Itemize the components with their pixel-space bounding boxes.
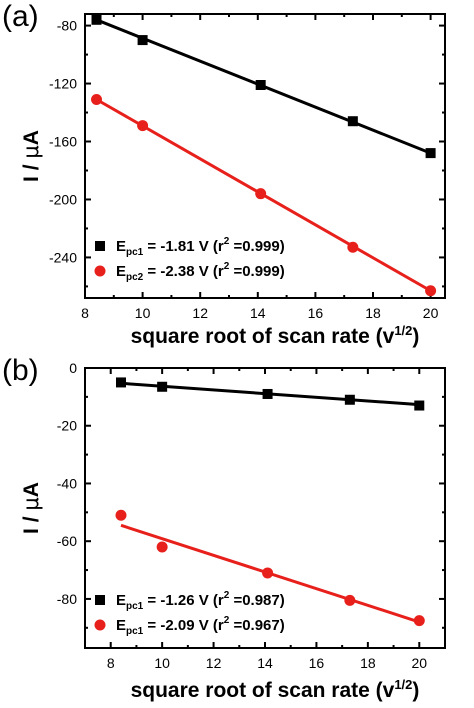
legend-value: = -2.09 V (r [143, 617, 224, 634]
chart-panel-2: (b) 8 10 12 14 16 18 20 0 -20 -40 -60 -80 square root… [2, 354, 446, 702]
series-2-point [425, 285, 437, 297]
legend-value: = -1.81 V (r [143, 238, 224, 255]
series-2-point [137, 120, 149, 132]
series-2-point [413, 615, 425, 627]
series-1-point [414, 400, 425, 411]
legend-subscript: pc1 [126, 626, 144, 637]
series-1: Epc1 = -1.26 V (r2 =0.987) [95, 377, 425, 612]
x-tick-label: 12 [192, 305, 208, 321]
series-2: Epc1 = -2.09 V (r2 =0.967) [94, 509, 425, 637]
legend-superscript: 2 [224, 261, 230, 272]
series-2-point [347, 241, 359, 253]
legend-marker [95, 241, 105, 251]
x-axis-title-exp: 1/2 [394, 677, 412, 692]
x-tick-label: 16 [308, 305, 324, 321]
legend-value: = -1.26 V (r [143, 592, 224, 609]
y-axis-title-unit: A [20, 130, 43, 145]
legend-symbol: E [116, 263, 126, 280]
y-tick-label: 0 [69, 360, 77, 376]
chart-panel-1: (a) 8 10 12 14 16 18 20 -80 -120 -160 -200 -240 squar… [2, 0, 446, 348]
x-tick-label: 20 [423, 305, 439, 321]
legend-superscript: 2 [224, 590, 230, 601]
x-tick-label: 14 [250, 305, 266, 321]
series-1-point [116, 377, 126, 388]
y-tick-label: -80 [57, 591, 77, 607]
legend-subscript: pc1 [126, 601, 144, 612]
legend-label: Epc1 = -2.09 V (r2 =0.967) [116, 615, 285, 637]
series-2-point [262, 567, 274, 579]
x-tick-label: 10 [154, 655, 170, 671]
y-axis-title-main: I / [20, 159, 43, 182]
y-tick-label: -40 [57, 475, 77, 491]
series-1-point [344, 394, 355, 405]
legend-tail: =0.999) [229, 238, 284, 255]
series-2-point [115, 509, 127, 521]
series-1-point [425, 148, 436, 159]
legend-tail: =0.999) [229, 263, 284, 280]
y-axis-title-unit: A [20, 482, 43, 497]
series-2-point [91, 93, 103, 105]
y-tick-label: -20 [57, 418, 77, 434]
series-2-point [156, 541, 168, 553]
panel-label: (a) [2, 0, 39, 33]
x-tick-label: 8 [107, 655, 115, 671]
x-tick-label: 20 [411, 655, 427, 671]
legend-value: = -2.38 V (r [143, 263, 224, 280]
y-tick-label: -200 [49, 191, 77, 207]
legend-superscript: 2 [224, 615, 230, 626]
y-tick-label: -120 [49, 76, 77, 92]
panel-label: (b) [2, 354, 39, 387]
x-tick-label: 18 [360, 655, 376, 671]
series-1-point [255, 80, 266, 90]
series-2-point [255, 188, 267, 200]
legend-subscript: pc2 [126, 272, 144, 283]
legend-symbol: E [116, 238, 126, 255]
legend-subscript: pc1 [126, 247, 144, 258]
x-tick-label: 18 [365, 305, 381, 321]
x-tick-label: 10 [135, 305, 151, 321]
y-tick-label: -60 [57, 533, 77, 549]
legend-superscript: 2 [224, 236, 230, 247]
y-tick-label: -80 [57, 18, 77, 34]
x-axis-title: square root of scan rate (v1/2) [131, 677, 420, 702]
y-axis-title-mu: μ [19, 497, 43, 510]
y-axis-title-mu: μ [19, 145, 43, 158]
series-1-point [91, 14, 102, 25]
plot-frame [84, 13, 446, 299]
legend-marker [94, 265, 106, 277]
legend-symbol: E [116, 592, 126, 609]
legend-tail: =0.967) [229, 617, 284, 634]
series-1: Epc1 = -1.81 V (r2 =0.999) [91, 14, 436, 258]
x-tick-label: 14 [257, 655, 273, 671]
series-1-point [137, 35, 148, 46]
x-tick-label: 8 [81, 305, 89, 321]
y-axis-title-main: I / [20, 511, 43, 534]
x-axis-title: square root of scan rate (v1/2) [131, 323, 420, 348]
legend-marker [95, 595, 105, 605]
legend-label: Epc2 = -2.38 V (r2 =0.999) [116, 261, 285, 283]
x-axis-title-main: square root of scan rate (v [131, 679, 395, 702]
y-tick-label: -160 [49, 134, 77, 150]
legend-label: Epc1 = -1.81 V (r2 =0.999) [116, 236, 285, 258]
x-tick-label: 16 [309, 655, 325, 671]
series-1-point [262, 388, 273, 399]
x-axis-title-close: ) [412, 325, 419, 348]
x-axis-title-main: square root of scan rate (v [131, 325, 395, 348]
series-1-point [347, 116, 358, 127]
legend-label: Epc1 = -1.26 V (r2 =0.987) [116, 590, 285, 612]
y-tick-label: -240 [49, 249, 77, 265]
x-axis-title-close: ) [412, 679, 419, 702]
x-axis-title-exp: 1/2 [394, 323, 412, 338]
legend-symbol: E [116, 617, 126, 634]
series-1-point [157, 381, 168, 392]
legend-tail: =0.987) [229, 592, 284, 609]
series-2-point [344, 594, 356, 606]
legend-marker [94, 619, 106, 631]
y-axis-title: I / μA [19, 130, 43, 182]
series-2: Epc2 = -2.38 V (r2 =0.999) [91, 93, 437, 297]
x-tick-label: 12 [206, 655, 222, 671]
y-axis-title: I / μA [19, 482, 43, 534]
